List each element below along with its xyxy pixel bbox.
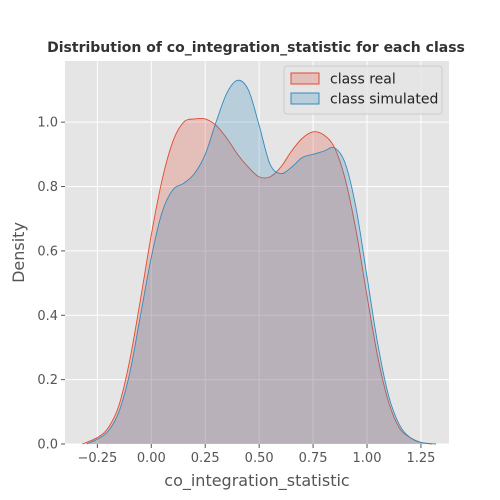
x-tick-label: 0.50 bbox=[245, 451, 274, 466]
x-tick-label: 1.25 bbox=[406, 451, 435, 466]
y-axis-ticks: 0.0 0.2 0.4 0.6 0.8 1.0 bbox=[37, 116, 65, 453]
x-tick-label: −0.25 bbox=[77, 451, 117, 466]
y-tick-label: 0.2 bbox=[37, 373, 58, 388]
x-tick-label: 1.00 bbox=[353, 451, 382, 466]
x-axis-ticks: −0.25 0.00 0.25 0.50 0.75 1.00 1.25 bbox=[77, 444, 435, 466]
y-tick-label: 0.8 bbox=[37, 180, 58, 195]
y-tick-label: 0.4 bbox=[37, 309, 58, 324]
y-tick-label: 1.0 bbox=[37, 116, 58, 131]
legend-swatch-class-real bbox=[291, 73, 319, 84]
y-axis-label: Density bbox=[9, 222, 28, 283]
y-tick-label: 0.6 bbox=[37, 244, 58, 259]
legend-swatch-class-simulated bbox=[291, 93, 319, 104]
legend-label-class-real: class real bbox=[330, 72, 396, 88]
legend-label-class-simulated: class simulated bbox=[330, 92, 438, 108]
y-tick-label: 0.0 bbox=[37, 438, 58, 453]
x-tick-label: 0.75 bbox=[299, 451, 328, 466]
x-tick-label: 0.00 bbox=[137, 451, 166, 466]
chart-title: Distribution of co_integration_statistic… bbox=[47, 40, 465, 56]
x-tick-label: 0.25 bbox=[191, 451, 220, 466]
legend: class real class simulated bbox=[284, 66, 442, 114]
x-axis-label: co_integration_statistic bbox=[164, 471, 349, 491]
